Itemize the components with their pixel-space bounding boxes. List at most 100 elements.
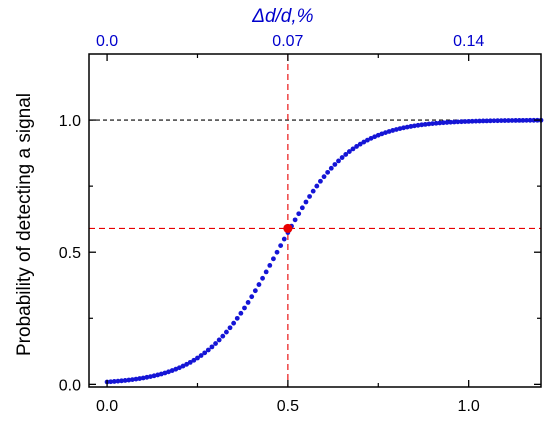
data-point	[336, 158, 341, 164]
plot-frame	[88, 53, 542, 388]
data-point	[390, 128, 396, 133]
data-point	[498, 118, 504, 124]
data-point	[368, 135, 374, 141]
data-point	[202, 350, 208, 356]
data-point	[513, 118, 519, 123]
data-point	[440, 120, 446, 126]
data-point	[213, 341, 218, 346]
data-point	[144, 374, 150, 380]
data-point	[151, 373, 157, 379]
data-point	[314, 183, 320, 189]
data-point	[220, 333, 226, 339]
data-point	[524, 117, 529, 123]
data-point	[328, 165, 334, 171]
data-point	[346, 149, 352, 154]
top-tick-label: 0.0	[96, 33, 118, 50]
data-point	[292, 217, 298, 223]
data-point	[365, 137, 370, 143]
data-point	[129, 377, 135, 383]
data-point	[397, 126, 403, 132]
top-axis-label: Δd/d,%	[251, 6, 313, 27]
plot-content	[89, 54, 544, 387]
data-point	[173, 366, 179, 372]
data-point	[238, 310, 244, 316]
data-point	[209, 344, 215, 350]
data-point	[310, 188, 316, 194]
data-point	[527, 117, 533, 123]
data-point	[422, 121, 428, 127]
data-point	[307, 194, 312, 199]
data-point	[108, 379, 114, 385]
bottom-axis: 0.0 0.5 1.0	[96, 54, 480, 415]
data-point	[372, 134, 378, 140]
data-point	[451, 119, 457, 125]
y-tick-label: 0.0	[59, 377, 81, 394]
y-tick-label: 0.5	[59, 245, 81, 262]
data-point	[502, 118, 508, 123]
data-point	[187, 359, 193, 365]
data-point	[281, 236, 287, 242]
data-point	[495, 118, 501, 124]
data-point	[263, 269, 269, 275]
data-point	[379, 131, 385, 137]
data-point	[155, 372, 161, 378]
data-point	[166, 369, 171, 375]
data-point	[122, 378, 128, 383]
data-point	[332, 162, 338, 167]
data-point	[520, 117, 526, 123]
x-tick-label: 0.0	[96, 398, 118, 415]
data-point	[111, 379, 117, 384]
data-point	[205, 347, 211, 353]
data-point	[419, 122, 425, 128]
data-point	[260, 275, 265, 281]
data-point	[516, 117, 522, 123]
data-point	[354, 144, 359, 149]
data-point	[325, 169, 331, 175]
data-point	[430, 121, 435, 127]
data-point	[158, 371, 164, 377]
data-point	[437, 120, 443, 126]
data-point	[234, 315, 240, 321]
data-point	[408, 124, 414, 129]
data-point	[361, 139, 367, 145]
data-point	[386, 129, 392, 134]
left-axis: 0.0 0.5 1.0	[59, 113, 541, 394]
data-point	[473, 118, 479, 124]
data-point	[180, 363, 186, 369]
data-point	[242, 305, 247, 311]
x-tick-label: 0.5	[277, 398, 299, 415]
data-point	[126, 377, 132, 383]
x-tick-label: 1.0	[458, 398, 480, 415]
top-tick-label: 0.14	[453, 33, 484, 50]
top-tick-label: 0.07	[272, 33, 303, 50]
data-point	[469, 118, 475, 124]
data-point	[401, 125, 406, 131]
data-point	[278, 243, 284, 249]
data-point	[256, 282, 262, 287]
data-point	[274, 249, 280, 255]
data-point	[433, 120, 439, 126]
data-point	[184, 361, 190, 367]
data-point	[303, 199, 309, 205]
data-point	[148, 374, 153, 380]
data-point	[318, 178, 323, 184]
data-point	[404, 124, 410, 130]
data-point	[299, 205, 305, 211]
data-point	[393, 127, 399, 132]
data-point	[480, 118, 486, 124]
data-point	[195, 355, 200, 361]
data-point	[198, 353, 204, 358]
top-axis: 0.0 0.07 0.14	[96, 33, 484, 50]
data-point	[487, 118, 493, 124]
data-point	[216, 337, 222, 343]
data-point	[375, 132, 381, 138]
data-point	[252, 288, 258, 294]
data-point	[249, 294, 255, 300]
data-point	[412, 123, 417, 129]
data-point	[506, 118, 511, 123]
y-tick-label: 1.0	[59, 113, 81, 130]
data-point	[343, 152, 349, 157]
data-point	[339, 155, 345, 160]
data-point	[133, 376, 139, 382]
